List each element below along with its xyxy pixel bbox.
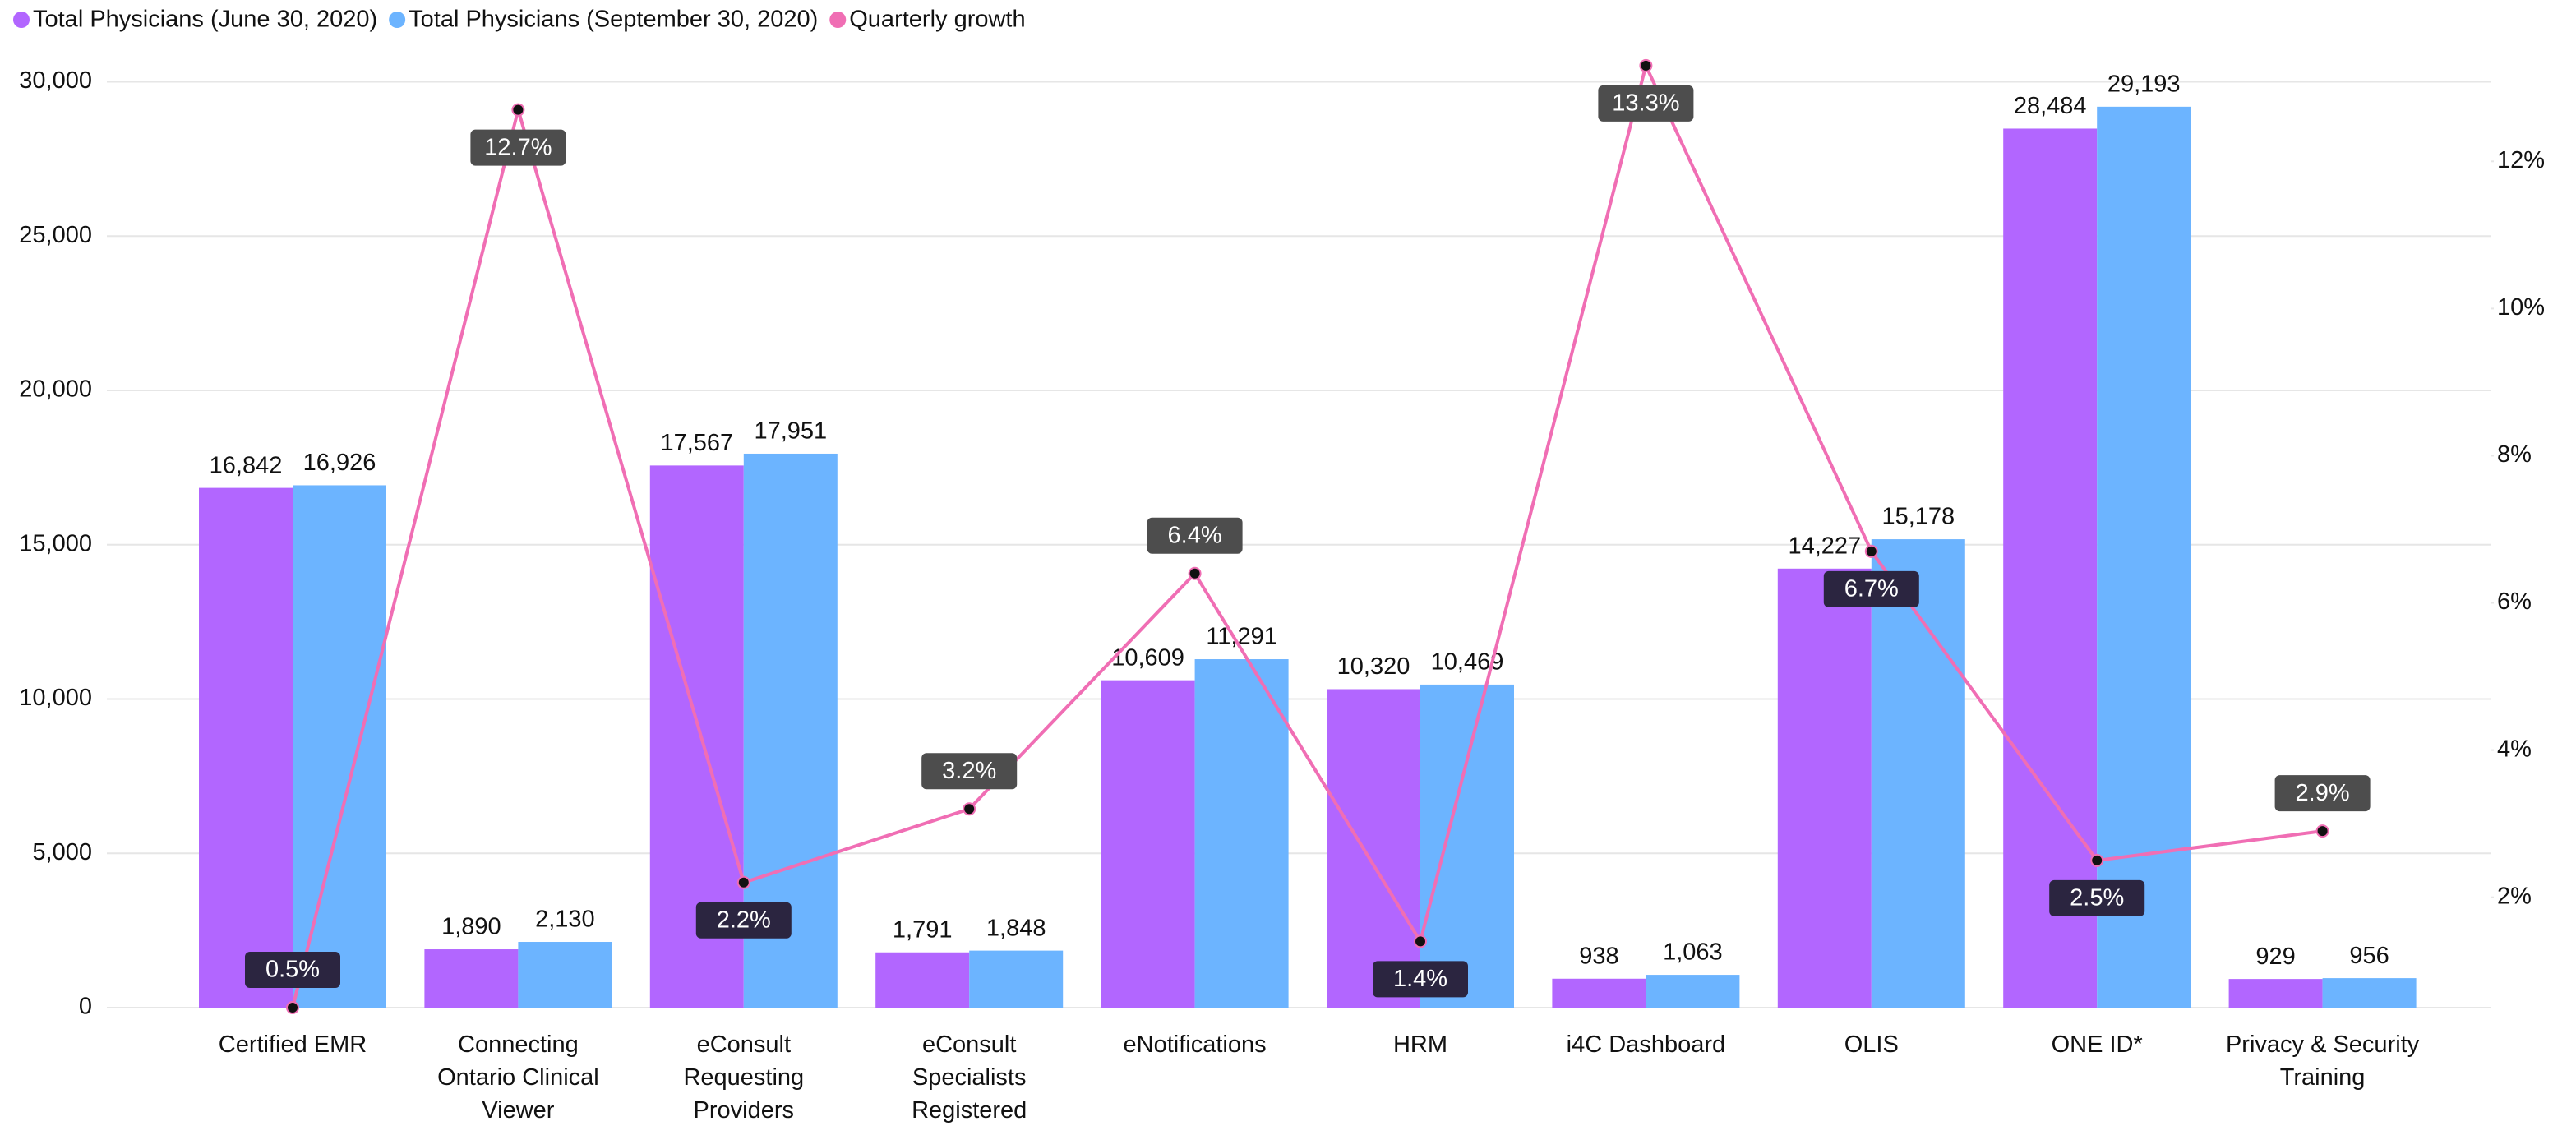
- bar: [199, 487, 293, 1008]
- growth-point: [963, 802, 976, 816]
- bar: [2003, 128, 2098, 1008]
- growth-point: [736, 875, 750, 889]
- bar: [2097, 106, 2191, 1008]
- bar-value-label: 16,842: [210, 452, 283, 478]
- x-tick-label: Certified EMR: [219, 1031, 367, 1058]
- growth-point: [1414, 934, 1427, 948]
- growth-point: [511, 103, 525, 117]
- y-tick-label: 25,000: [19, 222, 92, 248]
- growth-point: [2090, 853, 2104, 867]
- bar: [875, 952, 970, 1008]
- bar-value-label: 16,926: [303, 450, 376, 476]
- growth-point: [2315, 824, 2329, 838]
- bar-value-label: 17,567: [660, 430, 733, 456]
- legend-label: Total Physicians (June 30, 2020): [33, 7, 377, 33]
- bar-value-label: 938: [1579, 943, 1618, 969]
- legend-label: Quarterly growth: [849, 7, 1025, 33]
- growth-label: 2.5%: [2070, 885, 2124, 911]
- growth-point: [1188, 566, 1202, 580]
- x-tick-label: ONE ID*: [2052, 1031, 2143, 1058]
- y2-tick-label: 4%: [2497, 736, 2532, 762]
- bar-value-label: 929: [2255, 944, 2295, 970]
- growth-label-box: [695, 902, 792, 939]
- growth-line: [291, 60, 2323, 1008]
- growth-label-box: [470, 129, 566, 166]
- legend-swatch: [389, 12, 406, 28]
- y-tick-label: 0: [79, 994, 92, 1020]
- growth-label: 2.2%: [717, 907, 771, 933]
- bar: [1194, 659, 1289, 1008]
- y2-tick-label: 6%: [2497, 588, 2532, 615]
- bar-value-label: 11,291: [1206, 624, 1277, 650]
- x-tick-label: eConsult Specialists Registered: [912, 1031, 1027, 1124]
- bar: [293, 485, 386, 1008]
- growth-label: 6.4%: [1168, 522, 1222, 548]
- x-tick-label: eNotifications: [1124, 1031, 1267, 1058]
- x-tick-label: Privacy & Security Training: [2226, 1031, 2420, 1091]
- growth-label: 3.2%: [942, 758, 996, 784]
- bar-value-label: 956: [2349, 943, 2389, 969]
- bar-value-label: 14,227: [1788, 533, 1861, 559]
- bar: [1646, 975, 1740, 1008]
- growth-label: 13.3%: [1612, 90, 1679, 117]
- bar-value-label: 17,951: [754, 418, 827, 445]
- y-tick-label: 20,000: [19, 376, 92, 403]
- legend-label: Total Physicians (September 30, 2020): [409, 7, 818, 33]
- y-tick-label: 5,000: [32, 839, 92, 865]
- x-tick-label: eConsult Requesting Providers: [683, 1031, 804, 1124]
- bar-value-label: 1,063: [1663, 939, 1723, 966]
- bar-value-label: 10,320: [1337, 653, 1410, 680]
- bar-value-label: 2,130: [535, 907, 595, 933]
- bar: [2322, 978, 2417, 1008]
- bar: [1101, 680, 1195, 1008]
- growth-label-box: [1373, 961, 1468, 998]
- growth-label-box: [245, 952, 340, 988]
- y-tick-label: 30,000: [19, 67, 92, 94]
- growth-label: 12.7%: [484, 134, 552, 160]
- y2-tick-label: 8%: [2497, 441, 2532, 468]
- growth-label: 2.9%: [2296, 780, 2350, 806]
- y2-tick-label: 10%: [2497, 294, 2545, 321]
- legend-swatch: [829, 12, 847, 28]
- bar: [518, 942, 612, 1008]
- x-tick-label: i4C Dashboard: [1567, 1031, 1725, 1058]
- bar: [2228, 979, 2323, 1008]
- growth-label-box: [2274, 775, 2371, 812]
- bar: [1871, 539, 1965, 1008]
- x-tick-label: OLIS: [1844, 1031, 1899, 1058]
- legend-swatch: [13, 12, 30, 28]
- growth-label: 0.5%: [265, 957, 320, 983]
- growth-point: [1864, 544, 1878, 558]
- growth-label-box: [1147, 517, 1243, 554]
- bar-value-label: 1,791: [893, 916, 953, 943]
- growth-label-box: [2049, 879, 2145, 916]
- bar: [1777, 568, 1872, 1008]
- x-tick-label: HRM: [1393, 1031, 1447, 1058]
- bar-value-label: 29,193: [2107, 72, 2181, 98]
- bar: [1552, 978, 1646, 1008]
- y2-tick-label: 2%: [2497, 883, 2532, 909]
- bar-value-label: 28,484: [2014, 93, 2087, 119]
- bar: [424, 949, 519, 1008]
- bar: [1327, 689, 1420, 1008]
- growth-label: 1.4%: [1393, 966, 1447, 992]
- bar: [969, 950, 1064, 1008]
- growth-label-box: [1598, 85, 1694, 122]
- y-tick-label: 10,000: [19, 685, 92, 711]
- bar-value-label: 1,848: [986, 915, 1046, 941]
- growth-label: 6.7%: [1844, 576, 1899, 602]
- y-tick-label: 15,000: [19, 530, 92, 556]
- growth-label-box: [1823, 570, 1919, 607]
- growth-label-box: [921, 753, 1018, 790]
- y2-tick-label: 12%: [2497, 147, 2545, 173]
- growth-point: [286, 1001, 299, 1014]
- growth-point: [1639, 58, 1653, 72]
- bar-value-label: 1,890: [441, 914, 501, 940]
- x-tick-label: Connecting Ontario Clinical Viewer: [437, 1031, 599, 1124]
- bar: [1420, 684, 1514, 1008]
- bar-value-label: 15,178: [1881, 504, 1955, 530]
